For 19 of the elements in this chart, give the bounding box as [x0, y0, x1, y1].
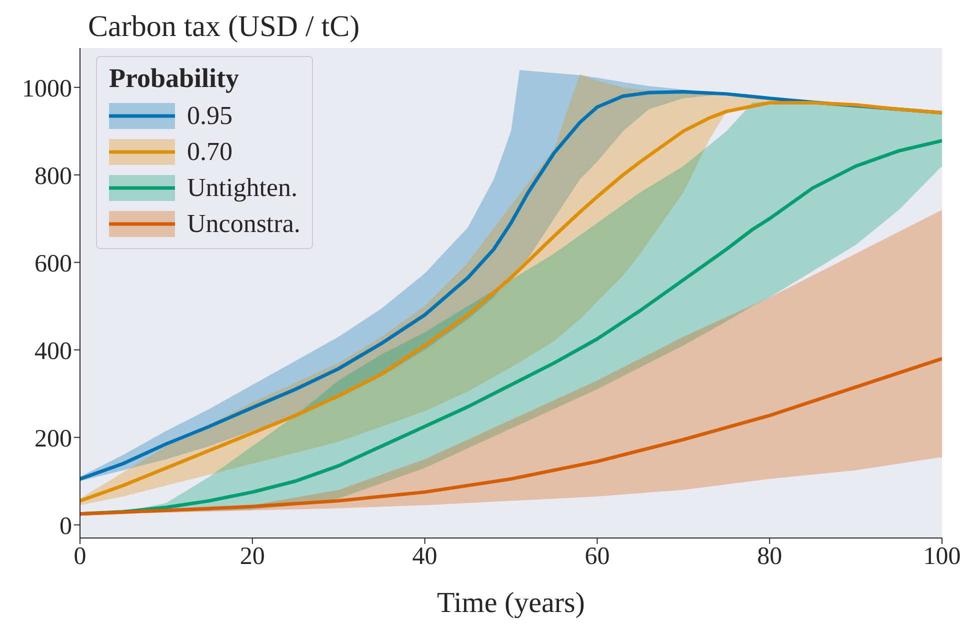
- x-tick-label: 80: [757, 542, 782, 570]
- x-tick-label: 40: [412, 542, 438, 570]
- x-tick-label: 100: [923, 542, 961, 570]
- y-tick-label: 1000: [22, 75, 72, 102]
- y-tick-label: 600: [34, 250, 72, 278]
- y-tick-label: 400: [34, 338, 72, 365]
- line-series: [80, 356, 942, 516]
- legend-title: Probability: [109, 63, 240, 94]
- x-axis-title: Time (years): [437, 587, 585, 619]
- y-tick-label: 0: [60, 512, 72, 540]
- legend-label: Unconstra.: [187, 209, 300, 239]
- x-tick-label: 20: [240, 542, 265, 570]
- legend-label: Untighten.: [187, 173, 298, 203]
- y-tick-label: 200: [34, 425, 72, 452]
- x-tick-label: 60: [584, 542, 610, 570]
- chart-title: Carbon tax (USD / tC): [88, 10, 360, 44]
- y-tick-label: 800: [34, 162, 72, 190]
- legend-label: 0.95: [187, 101, 232, 131]
- legend-label: 0.70: [187, 137, 232, 167]
